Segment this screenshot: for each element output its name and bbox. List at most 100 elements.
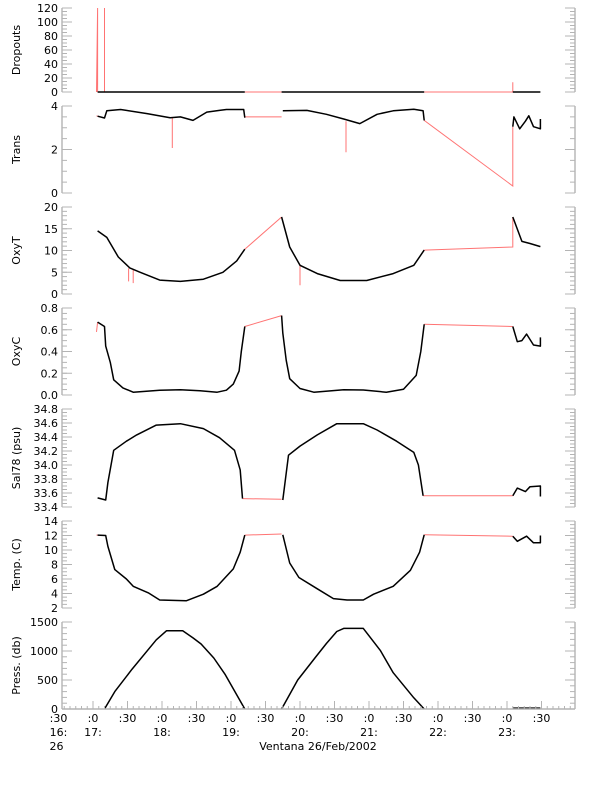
oxyc-data-line xyxy=(97,321,246,393)
temp-data-line xyxy=(97,534,246,602)
temp-axis-label: Temp. (C) xyxy=(10,538,23,592)
press-axis-label: Press. (db) xyxy=(10,636,23,695)
temp-tick-label: 10 xyxy=(44,544,58,557)
dropouts-tick-label: 20 xyxy=(44,72,58,85)
sal-tick-label: 34.2 xyxy=(34,445,59,458)
press-tick-label: 0 xyxy=(51,703,58,716)
oxyc-axis-label: OxyC xyxy=(10,337,23,367)
oxyt-axis-label: OxyT xyxy=(10,236,23,265)
temp-tick-label: 12 xyxy=(44,530,58,543)
x-tick-minute-label: :30 xyxy=(533,712,551,725)
press-data-line xyxy=(280,627,425,710)
oxyt-data-line xyxy=(97,230,246,283)
trans-data-line xyxy=(97,108,246,122)
trans-tick-label: 2 xyxy=(51,144,58,157)
x-tick-minute-label: :0 xyxy=(88,712,99,725)
temp-tick-label: 2 xyxy=(51,602,58,615)
x-tick-day-label: 26 xyxy=(50,740,64,753)
sal-data-line xyxy=(97,422,244,501)
press-tick-label: 500 xyxy=(37,674,58,687)
x-tick-minute-label: :0 xyxy=(157,712,168,725)
oxyc-tick-label: 0.4 xyxy=(41,346,59,359)
oxyt-tick-label: 0 xyxy=(51,288,58,301)
trans-data-line xyxy=(512,115,542,130)
oxyc-gap-line xyxy=(96,322,99,332)
x-tick-hour-label: 19: xyxy=(222,726,240,739)
press-panel: 0 500 1000 1500 Press. (db) xyxy=(10,616,576,716)
dropouts-tick-label: 40 xyxy=(44,58,58,71)
x-tick-minute-label: :0 xyxy=(502,712,513,725)
sal-axis-label: Sal78 (psu) xyxy=(10,427,23,490)
dropouts-tick-label: 60 xyxy=(44,44,58,57)
sal-panel: 33.433.633.834.034.234.434.634.8 Sal78 (p… xyxy=(10,403,576,514)
oxyc-gap-line xyxy=(244,315,282,327)
sal-data-line xyxy=(512,485,542,497)
temp-data-line xyxy=(282,534,425,601)
x-tick-minute-label: :30 xyxy=(257,712,275,725)
oxyc-tick-label: 0.2 xyxy=(41,367,59,380)
trans-tick-label: 0 xyxy=(51,187,58,200)
temp-gap-line xyxy=(244,533,282,536)
oxyc-tick-label: 0.0 xyxy=(41,389,59,402)
x-tick-minute-label: :0 xyxy=(364,712,375,725)
x-tick-hour-label: 18: xyxy=(153,726,171,739)
x-tick-hour-label: 17: xyxy=(84,726,102,739)
sal-data-line xyxy=(282,422,424,501)
x-tick-hour-label: 22: xyxy=(429,726,447,739)
dropouts-tick-label: 100 xyxy=(37,16,58,29)
oxyc-tick-label: 0.6 xyxy=(41,324,59,337)
press-tick-label: 1000 xyxy=(30,645,58,658)
oxyt-tick-label: 15 xyxy=(44,223,58,236)
oxyt-data-line xyxy=(512,216,541,248)
dropouts-gap-line xyxy=(96,7,99,93)
oxyt-tick-label: 5 xyxy=(51,266,58,279)
oxyc-data-line xyxy=(512,326,542,347)
x-tick-hour-label: 16: xyxy=(50,726,68,739)
sal-tick-label: 33.8 xyxy=(34,473,59,486)
sal-tick-label: 34.4 xyxy=(34,431,59,444)
x-tick-minute-label: :30 xyxy=(50,712,68,725)
sal-tick-label: 34.6 xyxy=(34,417,59,430)
x-tick-hour-label: 23: xyxy=(498,726,516,739)
dropouts-tick-label: 80 xyxy=(44,30,58,43)
oxyc-gap-line xyxy=(424,323,513,327)
oxyt-gap-line xyxy=(424,217,514,251)
trans-tick-label: 4 xyxy=(51,100,58,113)
x-axis: :3016:26:017::30:018::30:019::30:020::30… xyxy=(50,701,575,753)
x-tick-minute-label: :30 xyxy=(326,712,344,725)
sal-tick-label: 34.8 xyxy=(34,403,59,416)
temp-tick-label: 8 xyxy=(51,559,58,572)
temp-gap-line xyxy=(424,534,513,537)
oxyt-data-line xyxy=(280,216,425,282)
press-tick-label: 1500 xyxy=(30,616,58,629)
oxyt-panel: 0 5 10 15 20 OxyT xyxy=(10,201,576,301)
x-tick-minute-label: :0 xyxy=(433,712,444,725)
sal-tick-label: 34.0 xyxy=(34,459,59,472)
x-tick-hour-label: 21: xyxy=(360,726,378,739)
x-tick-minute-label: :0 xyxy=(295,712,306,725)
x-tick-minute-label: :30 xyxy=(464,712,482,725)
temp-tick-label: 6 xyxy=(51,573,58,586)
dropouts-tick-label: 0 xyxy=(51,86,58,99)
oxyt-tick-label: 20 xyxy=(44,201,58,214)
trans-gap-line xyxy=(423,119,514,187)
x-tick-minute-label: :30 xyxy=(395,712,413,725)
temp-data-line xyxy=(512,535,542,544)
trans-data-line xyxy=(282,108,425,125)
temp-tick-label: 4 xyxy=(51,588,58,601)
x-tick-minute-label: :30 xyxy=(188,712,206,725)
x-tick-minute-label: :30 xyxy=(119,712,137,725)
trans-panel: 0 2 4 Trans xyxy=(10,100,576,200)
sal-gap-line xyxy=(242,498,282,500)
temp-tick-label: 14 xyxy=(44,515,58,528)
dropouts-axis-label: Dropouts xyxy=(10,25,23,75)
trans-axis-label: Trans xyxy=(10,135,23,165)
x-axis-title: Ventana 26/Feb/2002 xyxy=(259,740,377,753)
x-tick-hour-label: 20: xyxy=(291,726,309,739)
press-data-line xyxy=(103,629,246,710)
oxyt-gap-line xyxy=(244,216,282,250)
